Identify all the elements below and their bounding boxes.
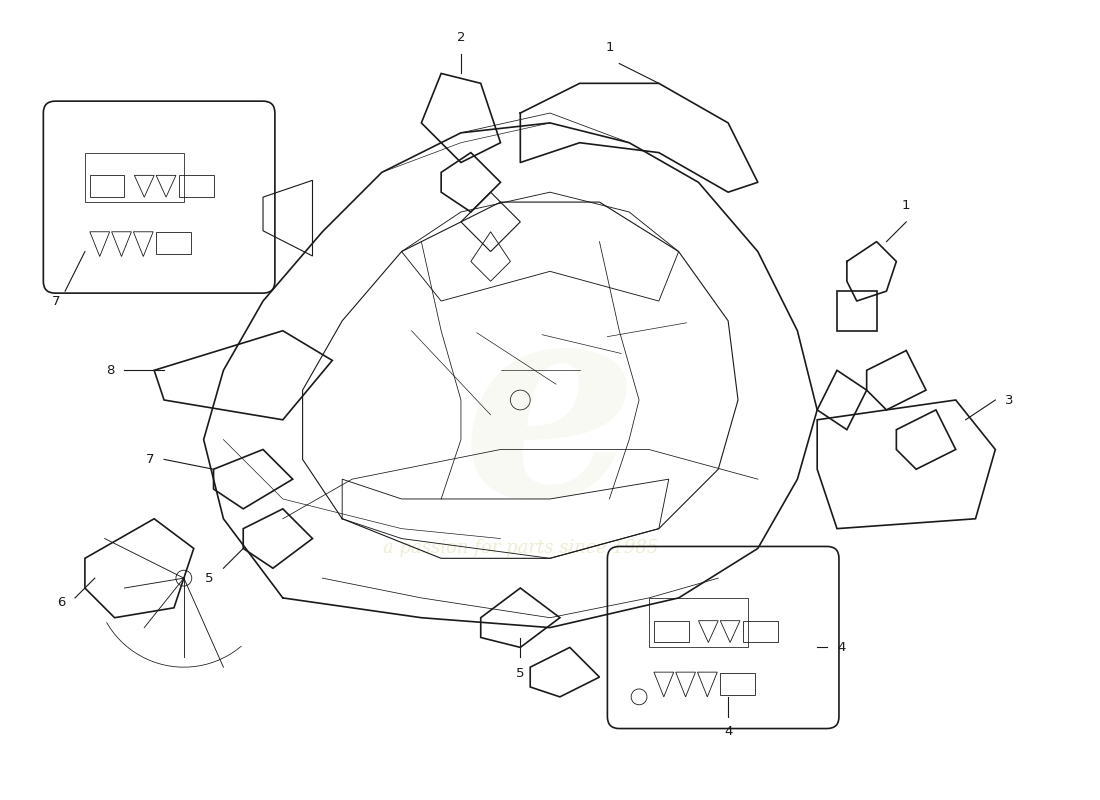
Text: 4: 4 [837,641,846,654]
Text: 8: 8 [107,364,114,377]
Text: 1: 1 [902,199,911,212]
Text: 3: 3 [1005,394,1014,406]
Text: a passion for parts since 1985: a passion for parts since 1985 [383,539,658,558]
Text: 4: 4 [724,725,733,738]
Bar [156,232,190,254]
Bar [85,153,184,202]
Bar [720,673,755,695]
Text: 7: 7 [145,453,154,466]
Bar [837,291,877,330]
Text: 7: 7 [52,294,60,307]
Text: e: e [462,286,638,554]
Bar [742,621,778,642]
Text: 5: 5 [205,572,213,585]
Text: 1: 1 [605,41,614,54]
Text: 5: 5 [516,667,525,680]
Text: 2: 2 [456,30,465,44]
Bar [649,598,748,647]
Bar [179,175,213,197]
Text: 6: 6 [57,596,65,610]
Bar [653,621,689,642]
Bar [90,175,124,197]
